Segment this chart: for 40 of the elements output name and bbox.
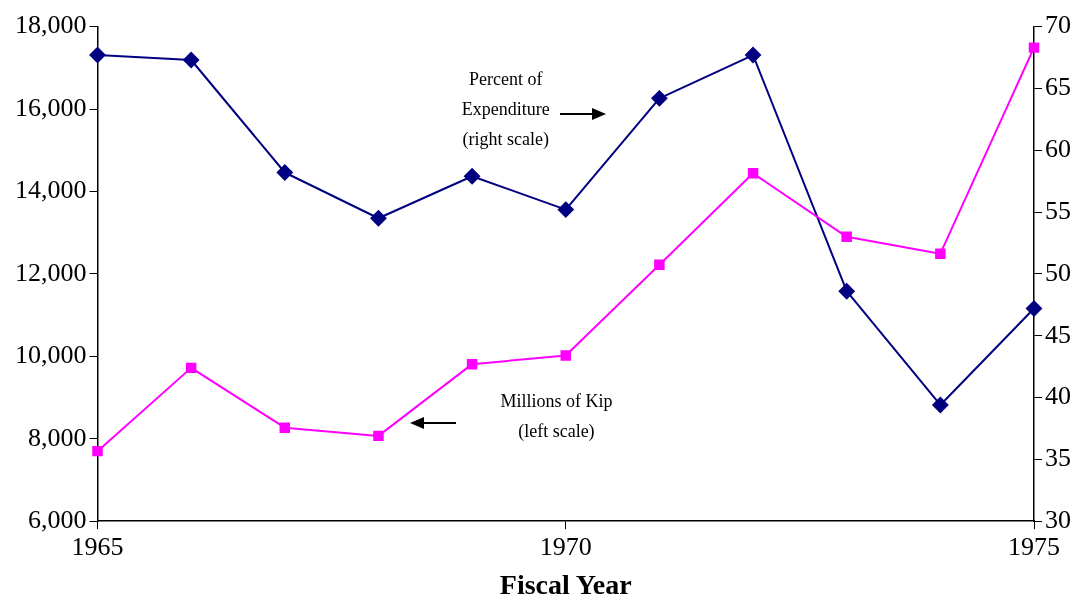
point: [185, 362, 197, 374]
point: [1028, 42, 1040, 53]
x-tick-label: 1970: [539, 531, 592, 561]
y2-tick-label: 60: [1045, 134, 1071, 164]
point: [92, 445, 103, 457]
point: [838, 283, 855, 300]
y2-tick-label: 50: [1045, 257, 1071, 287]
point: [276, 164, 293, 181]
y2-tick-label: 35: [1045, 443, 1071, 473]
y-tick-label: 12,000: [15, 257, 87, 287]
point: [183, 51, 200, 68]
y-tick-label: 8,000: [28, 422, 87, 452]
point: [279, 422, 291, 433]
point: [841, 231, 852, 243]
point: [466, 358, 478, 370]
y2-tick-label: 45: [1045, 319, 1071, 349]
point: [560, 350, 571, 361]
y2-tick-label: 40: [1045, 381, 1071, 411]
y-tick-label: 10,000: [15, 340, 87, 370]
point: [557, 201, 574, 218]
point: [464, 168, 481, 185]
y2-tick-label: 55: [1045, 195, 1071, 225]
annotation: Percent of Expenditure (right scale): [461, 69, 550, 151]
annotation: Millions of Kip (left scale): [500, 391, 613, 443]
x-axis-title: Fiscal Year: [499, 569, 632, 601]
point: [1026, 300, 1042, 317]
y2-tick-label: 65: [1045, 72, 1071, 102]
y-tick-label: 18,000: [15, 10, 87, 40]
point: [373, 430, 384, 442]
y-tick-label: 14,000: [15, 175, 87, 205]
point: [745, 47, 762, 64]
point: [935, 248, 946, 259]
y2-tick-label: 70: [1045, 10, 1071, 40]
point: [932, 396, 949, 413]
y-tick-label: 16,000: [15, 92, 87, 122]
point: [370, 210, 387, 227]
point: [747, 168, 759, 179]
point: [654, 259, 665, 271]
point: [651, 90, 668, 107]
point: [89, 47, 106, 64]
